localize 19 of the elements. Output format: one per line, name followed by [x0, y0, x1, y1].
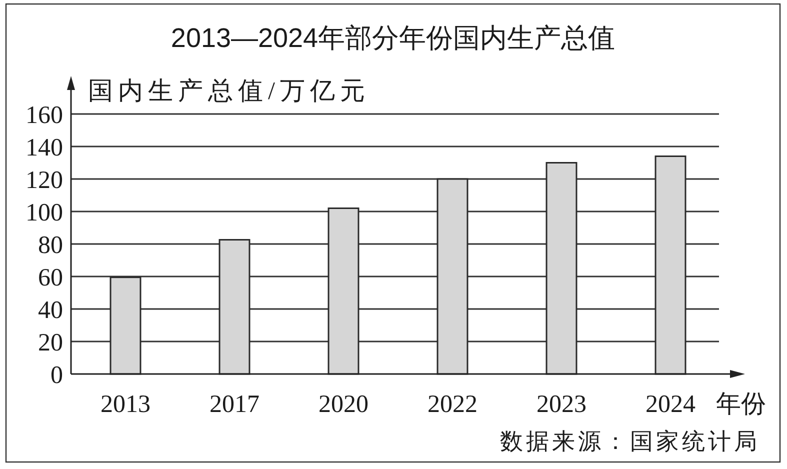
y-tick-label: 160 [26, 102, 63, 129]
x-tick-label: 2013 [100, 391, 150, 418]
y-tick-label: 40 [38, 297, 63, 324]
x-tick-label: 2017 [210, 391, 260, 418]
y-tick-label: 0 [50, 362, 63, 389]
x-tick-label: 2023 [536, 391, 586, 418]
y-tick-label: 20 [38, 330, 63, 356]
x-tick-label: 2020 [318, 391, 368, 418]
y-tick-label: 100 [26, 200, 63, 226]
y-tick-label: 140 [26, 134, 63, 162]
chart-title: 2013—2024年部分年份国内生产总值 [170, 23, 616, 53]
y-tick-label: 120 [26, 167, 63, 194]
x-tick-label: 2022 [428, 391, 478, 418]
source-note: 数据来源：国家统计局 [500, 429, 760, 454]
y-tick-label: 60 [38, 264, 63, 292]
y-tick-label: 80 [38, 232, 63, 259]
y-axis-title: 国内生产总值/万亿元 [88, 78, 370, 105]
x-axis-title: 年份 [716, 391, 766, 418]
x-tick-label: 2024 [646, 391, 696, 418]
